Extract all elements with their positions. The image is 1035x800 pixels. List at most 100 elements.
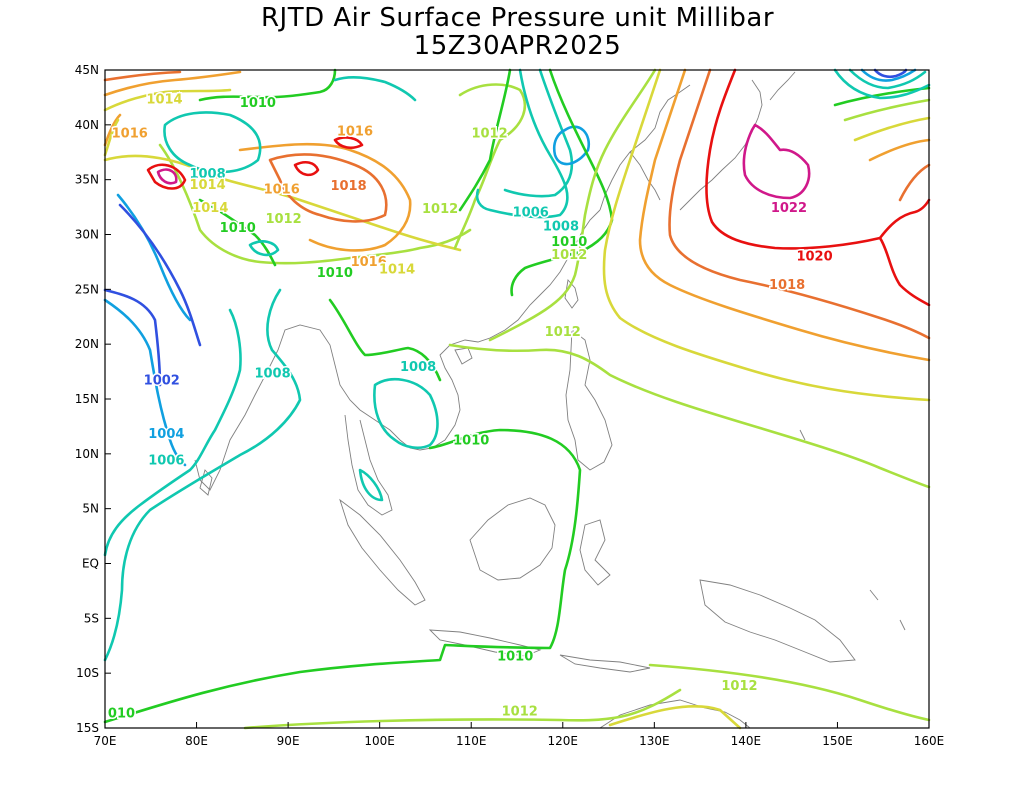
lat-tick-label: 5N: [82, 502, 99, 516]
lat-tick-label: 40N: [75, 118, 99, 132]
lon-tick-label: 70E: [94, 734, 117, 748]
chart-title: RJTD Air Surface Pressure unit Millibar: [260, 3, 775, 33]
isobar-line: [103, 113, 122, 147]
lat-tick-label: 25N: [75, 282, 99, 296]
isobar-line: [158, 143, 472, 265]
isobar-line: [116, 193, 192, 322]
isobar-line: [668, 68, 931, 340]
isobar-label: 1012: [471, 127, 507, 142]
isobar-line: [458, 68, 512, 212]
isobar-line: [648, 663, 931, 722]
isobar-line: [898, 163, 931, 202]
isobar-line: [146, 163, 187, 190]
isobar-label: 1006: [148, 453, 184, 468]
lon-tick-label: 110E: [456, 734, 487, 748]
lon-tick-label: 130E: [639, 734, 670, 748]
lat-tick-label: 20N: [75, 337, 99, 351]
isobar-label: 1002: [144, 373, 180, 388]
isobar-label: 1008: [254, 367, 290, 382]
isobar-label: 1014: [189, 178, 225, 193]
coastlines: [194, 71, 906, 729]
axes: 70E 80E 90E 100E 110E 120E 130E 140E 150E 160E 15S…: [75, 63, 945, 748]
isobar-label: 1014: [192, 201, 228, 216]
isobar-label: 1012: [502, 704, 538, 719]
isobar-line: [510, 68, 614, 297]
isobar-line: [333, 136, 364, 150]
isobar-line: [103, 308, 242, 557]
lat-tick-label: EQ: [82, 557, 99, 571]
isobar-label: 1014: [146, 93, 182, 108]
isobar-line: [453, 83, 527, 250]
lat-tick-label: 15N: [75, 392, 99, 406]
isobar-label: 1010: [240, 96, 276, 111]
isobar-line: [103, 118, 120, 157]
isobar-line: [868, 138, 931, 162]
isobar-line: [156, 168, 178, 185]
lon-tick-label: 90E: [277, 734, 300, 748]
chart-subtitle: 15Z30APR2025: [413, 31, 622, 61]
isobar-label: 1012: [721, 679, 757, 694]
isobar-label: 1010: [551, 235, 587, 250]
isobar-line: [848, 68, 927, 90]
isobar-line: [705, 68, 931, 307]
isobar-line: [118, 203, 202, 347]
isobar-line: [163, 111, 262, 174]
isobar-line: [103, 288, 302, 662]
isobar-line: [860, 68, 917, 82]
lat-tick-label: 45N: [75, 63, 99, 77]
lat-tick-label: 10S: [76, 666, 99, 680]
isobar-label: 1010: [317, 266, 353, 281]
isobar-label: 1008: [189, 167, 225, 182]
isobars: [103, 68, 931, 730]
isobar-line: [448, 343, 931, 489]
isobar-line: [103, 70, 182, 82]
isobar-line: [475, 68, 569, 219]
isobar-label: 1016: [337, 124, 373, 139]
isobar-line: [103, 70, 242, 97]
isobar-label: 1012: [545, 325, 581, 340]
isobar-line: [268, 153, 388, 223]
lat-tick-label: 15S: [76, 721, 99, 735]
isobar-line: [833, 68, 931, 100]
isobar-line: [333, 76, 417, 102]
isobar-label: 1006: [513, 205, 549, 220]
isobar-line: [552, 125, 591, 166]
isobar-line: [243, 688, 682, 730]
isobar-line: [103, 88, 232, 112]
isobar-label: 1010: [220, 221, 256, 236]
isobar-line: [103, 428, 582, 724]
isobar-label: 1012: [551, 248, 587, 263]
isobar-line: [103, 288, 162, 387]
isobar-line: [602, 68, 931, 402]
isobar-line: [238, 142, 412, 252]
isobar-label: 1018: [769, 278, 805, 293]
isobar-line: [853, 116, 931, 142]
isobar-line: [103, 298, 187, 467]
lon-tick-label: 100E: [364, 734, 395, 748]
isobar-label: 1016: [351, 255, 387, 270]
isobar-label: 1020: [796, 249, 832, 264]
isobar-label: 1012: [422, 202, 458, 217]
isobar-line: [293, 160, 320, 177]
isobar-label: 1022: [771, 201, 807, 216]
isobar-line: [843, 98, 931, 122]
isobar-label: 1014: [379, 262, 415, 277]
isobar-label: 1010: [497, 650, 533, 665]
isobar-label: 1012: [265, 212, 301, 227]
isobar-line: [248, 240, 280, 257]
lat-tick-label: 5S: [84, 611, 99, 625]
isobar-line: [198, 68, 337, 102]
isobar-label: 1008: [400, 360, 436, 375]
isobar-label: 1008: [543, 220, 579, 235]
lat-tick-label: 30N: [75, 228, 99, 242]
lon-tick-label: 80E: [185, 734, 208, 748]
isobar-line: [358, 468, 384, 502]
isobar-label: 1010: [453, 434, 489, 449]
lon-tick-label: 140E: [731, 734, 762, 748]
isobar-line: [373, 378, 439, 450]
lat-tick-label: 10N: [75, 447, 99, 461]
isobar-line: [328, 298, 442, 382]
isobar-label: 1016: [112, 127, 148, 142]
isobar-line: [873, 68, 908, 79]
